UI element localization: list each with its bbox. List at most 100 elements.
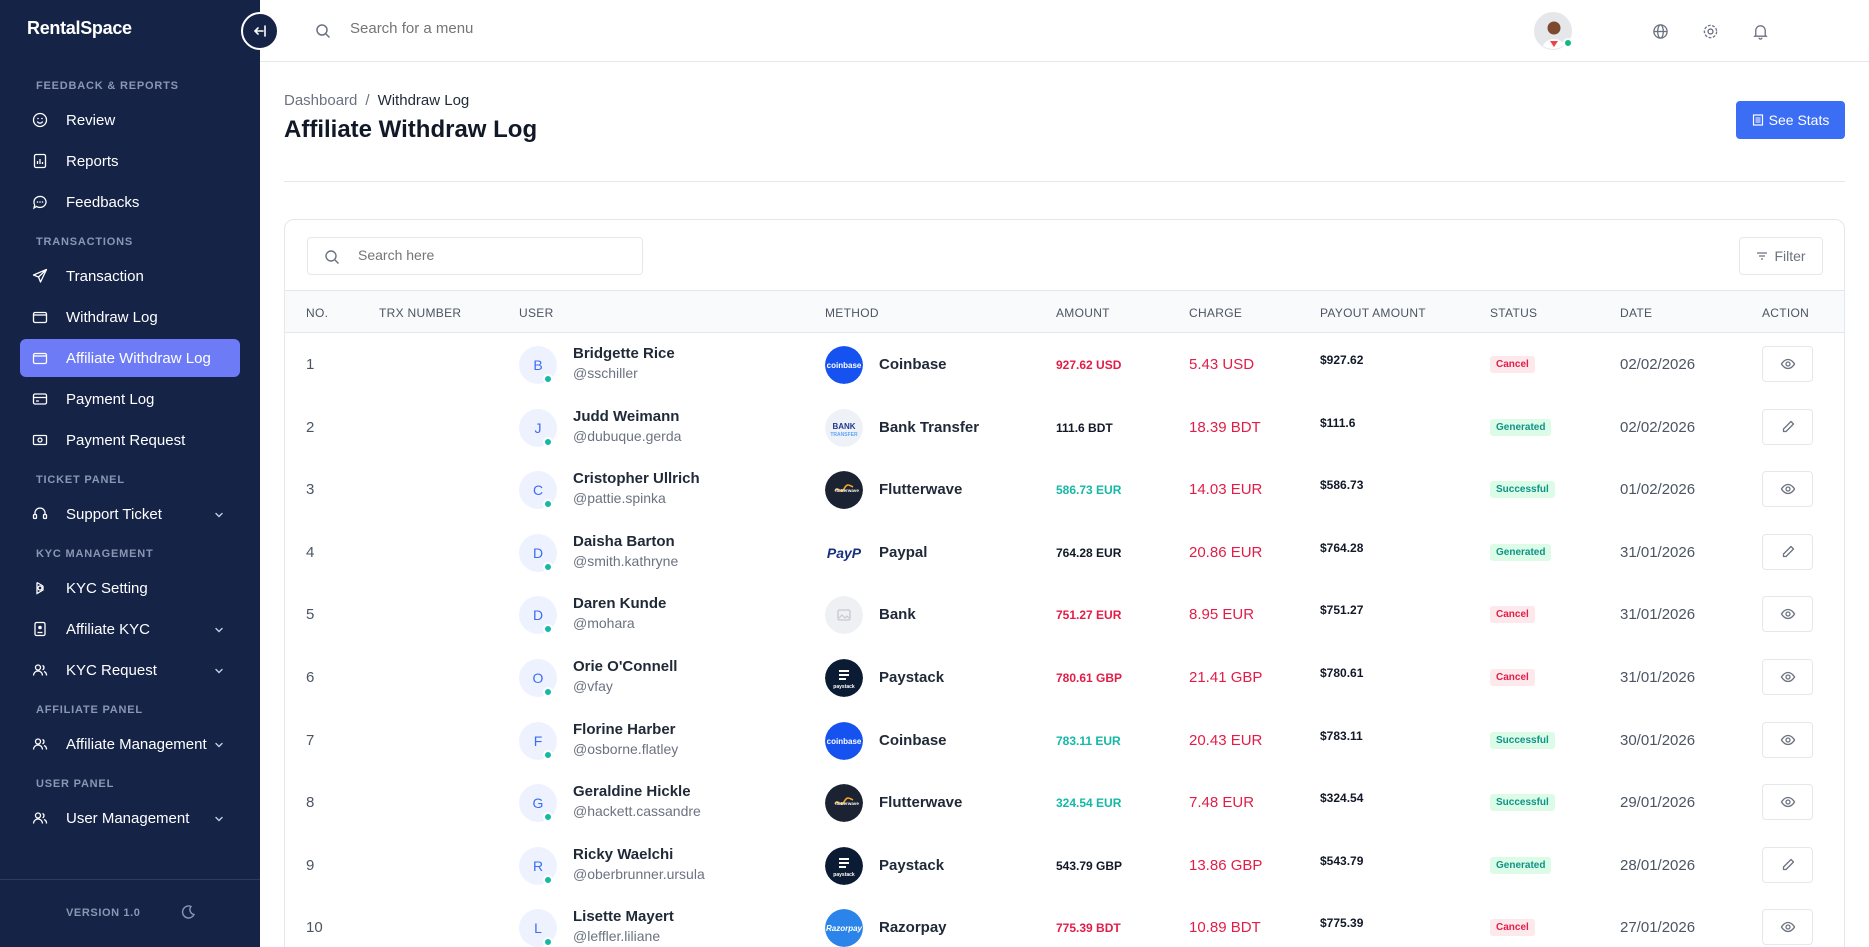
table-row: 6 O Orie O'Connell @vfay paystack Paystack 780… (285, 647, 1844, 710)
method-name: Flutterwave (879, 481, 963, 499)
charge-value: 13.86 GBP (1189, 856, 1263, 874)
sidebar-item-affiliate-management[interactable]: Affiliate Management (20, 725, 240, 763)
moon-icon[interactable] (180, 904, 196, 925)
view-button[interactable] (1762, 346, 1813, 382)
sidebar-item-payment-request[interactable]: Payment Request (20, 421, 240, 459)
sidebar-item-affiliate-kyc[interactable]: Affiliate KYC (20, 610, 240, 648)
payout-amount: $751.27 (1320, 603, 1364, 618)
flutterwave-logo-icon: flutterwave (825, 784, 863, 823)
sidebar-item-transaction[interactable]: Transaction (20, 257, 240, 295)
user-handle: @pattie.spinka (573, 490, 666, 507)
user-name: Lisette Mayert (573, 908, 674, 926)
paystack-logo-icon: paystack (825, 659, 863, 697)
payout-amount: $543.79 (1320, 853, 1364, 868)
view-button[interactable] (1762, 659, 1813, 695)
view-button[interactable] (1762, 784, 1813, 821)
breadcrumb-separator: / (365, 92, 370, 109)
breadcrumb-home[interactable]: Dashboard (284, 92, 358, 109)
online-status-dot (543, 874, 553, 885)
app-logo[interactable]: RentalSpace (27, 18, 132, 39)
eye-icon (1780, 606, 1796, 622)
see-stats-button[interactable]: See Stats (1736, 101, 1845, 139)
svg-text:coinbase: coinbase (827, 361, 862, 370)
razorpay-logo-icon: Razorpay (825, 909, 863, 947)
user-handle: @sschiller (573, 365, 638, 381)
sidebar-item-feedbacks[interactable]: Feedbacks (20, 183, 240, 221)
globe-icon[interactable] (1651, 22, 1669, 40)
table-row: 4 D Daisha Barton @smith.kathryne PayP Paypal… (285, 522, 1844, 585)
view-button[interactable] (1762, 471, 1813, 508)
filter-button[interactable]: Filter (1739, 237, 1823, 275)
column-header-trx-number: TRX NUMBER (379, 306, 462, 320)
user-name: Bridgette Rice (573, 345, 675, 362)
view-button[interactable] (1762, 596, 1813, 633)
menu-search-input[interactable] (350, 20, 650, 37)
table-row: 3 C Cristopher Ullrich @pattie.spinka flutte… (285, 459, 1844, 522)
user-avatar: R (519, 846, 557, 885)
bank-logo-icon: BANK TRANSFER (825, 408, 863, 447)
sidebar-item-payment-log[interactable]: Payment Log (20, 380, 240, 418)
sidebar-item-user-management[interactable]: User Management (20, 799, 240, 837)
svg-text:coinbase: coinbase (827, 737, 862, 746)
method-name: Coinbase (879, 356, 947, 373)
eye-icon (1780, 919, 1796, 935)
eye-icon (1780, 732, 1796, 748)
table-row: 2 J Judd Weimann @dubuque.gerda BANK TRANSFER… (285, 397, 1844, 460)
sidebar-section-title: TRANSACTIONS (36, 236, 133, 248)
column-header-payout-amount: PAYOUT AMOUNT (1320, 306, 1426, 320)
search-icon (325, 250, 339, 264)
version-label: VERSION 1.0 (66, 907, 141, 919)
breadcrumb: Dashboard / Withdraw Log (284, 92, 469, 109)
charge-value: 20.43 EUR (1189, 731, 1263, 749)
table-header: NO. TRX NUMBER USER METHOD AMOUNT CHARGE PAYOU… (285, 290, 1844, 333)
column-header-action: ACTION (1762, 306, 1810, 320)
amount-value: 751.27 EUR (1056, 608, 1122, 623)
row-number: 7 (306, 731, 315, 749)
user-handle: @osborne.flatley (573, 740, 679, 757)
svg-text:Razorpay: Razorpay (826, 924, 863, 933)
settings-icon (32, 580, 48, 596)
charge-value: 7.48 EUR (1189, 794, 1255, 812)
column-header-user: USER (519, 306, 554, 320)
eye-icon (1780, 481, 1796, 497)
table-search-input[interactable] (358, 247, 628, 263)
sidebar-item-affiliate-withdraw-log[interactable]: Affiliate Withdraw Log (20, 339, 240, 377)
payout-amount: $324.54 (1320, 791, 1364, 806)
status-badge: Cancel (1490, 356, 1535, 373)
sidebar-collapse-button[interactable] (241, 12, 279, 50)
sidebar: RentalSpace FEEDBACK & REPORTS Review Repo… (0, 0, 260, 947)
bell-icon[interactable] (1751, 22, 1769, 40)
sidebar-item-withdraw-log[interactable]: Withdraw Log (20, 298, 240, 336)
view-button[interactable] (1762, 909, 1813, 946)
sidebar-footer: VERSION 1.0 (0, 879, 260, 947)
date-value: 31/01/2026 (1620, 606, 1696, 624)
edit-button[interactable] (1762, 846, 1813, 883)
status-badge: Generated (1490, 543, 1552, 561)
sidebar-item-kyc-setting[interactable]: KYC Setting (20, 569, 240, 607)
sidebar-item-label: Payment Log (66, 390, 155, 408)
method-name: Paypal (879, 543, 928, 561)
eye-icon (1780, 669, 1796, 685)
payout-amount: $775.39 (1320, 916, 1364, 931)
online-status-dot (543, 436, 553, 447)
gear-icon[interactable] (1701, 22, 1719, 40)
row-number: 8 (306, 794, 315, 812)
sidebar-item-label: Review (66, 111, 116, 129)
svg-text:flutterwave: flutterwave (835, 801, 859, 806)
edit-button[interactable] (1762, 408, 1813, 445)
sidebar-item-support-ticket[interactable]: Support Ticket (20, 495, 240, 533)
id-card-icon (32, 621, 48, 637)
row-number: 3 (306, 481, 315, 499)
status-badge: Successful (1490, 481, 1555, 499)
table-row: 9 R Ricky Waelchi @oberbrunner.ursula paysta… (285, 835, 1844, 898)
sidebar-item-kyc-request[interactable]: KYC Request (20, 651, 240, 689)
view-button[interactable] (1762, 721, 1813, 758)
edit-button[interactable] (1762, 533, 1813, 570)
flutterwave-logo-icon: flutterwave (825, 471, 863, 510)
user-name: Cristopher Ullrich (573, 470, 700, 488)
sidebar-item-review[interactable]: Review (20, 101, 240, 139)
column-header-method: METHOD (825, 306, 879, 320)
date-value: 29/01/2026 (1620, 794, 1696, 812)
sidebar-item-reports[interactable]: Reports (20, 142, 240, 180)
user-name: Orie O'Connell (573, 658, 678, 675)
